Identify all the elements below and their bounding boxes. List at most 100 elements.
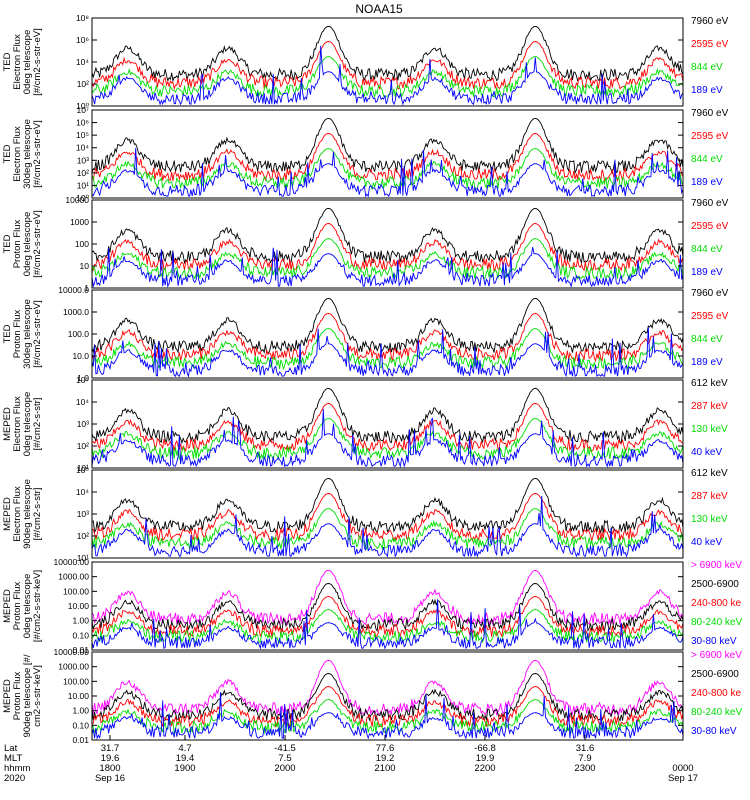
panel-8-ytick-label: 10000.00 (54, 647, 90, 657)
panel-3-ytick-label: 1 (84, 283, 89, 293)
panel-5-ytick-label: 10² (77, 441, 89, 451)
panel-6-ytick-label: 10⁵ (76, 465, 89, 475)
panel-1-legend-1: 7960 eV (691, 16, 729, 27)
panel-8-ytick-label: 0.10 (72, 720, 89, 730)
panel-7-legend-3: 240-800 ke (691, 598, 741, 609)
x-tick-label: 19.4 (176, 753, 195, 764)
panel-4-legend-4: 189 eV (691, 357, 723, 368)
panel-4-frame (91, 289, 684, 379)
panel-8-legend-1: > 6900 keV (691, 650, 742, 661)
panel-7-ylabel: MEPEDProton Flux0deg telescope[#/cm2-s-s… (2, 570, 43, 642)
panel-2-series-1 (91, 117, 684, 175)
panel-7-legend-1: > 6900 keV (691, 560, 742, 571)
panel-8-ytick-label: 1.00 (72, 706, 89, 716)
panel-3-series-3 (91, 238, 684, 281)
panel-1-series-1 (91, 25, 684, 83)
panel-4-ytick-label: 10000.0 (58, 285, 89, 295)
panel-1-legend-2: 2595 eV (691, 39, 729, 50)
panel-2-ytick-label: 10⁴ (76, 143, 89, 153)
x-tick-label: Sep 16 (95, 773, 125, 784)
panel-6-series-4 (91, 495, 684, 558)
panel-2-legend-4: 189 eV (691, 177, 723, 188)
panel-2-series-3 (91, 148, 684, 191)
panel-2-legend-3: 844 eV (691, 154, 723, 165)
chart-title: NOAA15 (355, 2, 403, 16)
panel-3-series-4 (91, 247, 684, 288)
panel-3-ytick-label: 10000 (65, 195, 89, 205)
panel-6-ytick-label: 10¹ (77, 553, 89, 563)
panel-2: 10⁰ 10¹ 10² 10³ 10⁴ 10⁵ 10⁶ 10⁷ TEDElectron Flux… (2, 105, 729, 203)
panel-2-ylabel: TEDElectron Flux30deg telescope[#/cm2-s-… (2, 119, 43, 189)
x-row-label: Lat (4, 743, 18, 754)
panel-7-ytick-label: 0.01 (72, 645, 89, 655)
panel-5-legend-1: 612 keV (691, 378, 728, 389)
panel-4-series-1 (91, 297, 684, 354)
panel-4-series-2 (91, 313, 684, 363)
panel-5-series-1 (91, 387, 684, 445)
panel-4: 1.0 10.0 100.0 1000.0 10000.0 TEDProton Flux3… (2, 285, 729, 383)
x-tick-label: 77.6 (376, 743, 395, 754)
x-tick-label: 2100 (374, 763, 395, 774)
x-tick-label: 4.7 (178, 743, 191, 754)
panel-3-series-2 (91, 223, 684, 273)
x-tick-label: Sep 17 (668, 773, 698, 784)
panel-5-ytick-label: 10³ (77, 419, 89, 429)
panel-8-ytick-label: 100.00 (63, 676, 89, 686)
panel-3-legend-1: 7960 eV (691, 198, 729, 209)
panel-7-series-1 (91, 569, 684, 627)
x-tick-label: -41.5 (274, 743, 296, 754)
panel-8-series-3 (91, 686, 684, 729)
panel-6-legend-4: 40 keV (691, 537, 722, 548)
panel-5-legend-4: 40 keV (691, 447, 722, 458)
panel-3-legend-4: 189 eV (691, 267, 723, 278)
x-row-label: MLT (4, 753, 22, 764)
panel-8-legend-3: 240-800 ke (691, 688, 741, 699)
panel-5-legend-2: 287 keV (691, 401, 728, 412)
panel-4-legend-3: 844 eV (691, 334, 723, 345)
panel-2-legend-1: 7960 eV (691, 108, 729, 119)
panel-7: 0.01 0.10 1.00 10.00 100.00 1000.00 10000.00 ME… (2, 557, 742, 655)
panel-8-series-5 (91, 692, 684, 740)
panel-7-series-2 (91, 583, 684, 633)
panel-7-legend-5: 30-80 keV (691, 636, 737, 647)
panel-7-series-4 (91, 609, 684, 644)
panel-2-ytick-label: 10² (77, 168, 89, 178)
panel-5-legend-3: 130 keV (691, 424, 728, 435)
panel-1: 10⁰ 10² 10⁴ 10⁶ 10⁸ TEDElectron Flux0deg tele… (2, 13, 729, 111)
panel-2-series-2 (91, 133, 684, 183)
panel-4-series-4 (91, 326, 684, 378)
x-tick-label: 19.9 (476, 753, 495, 764)
panel-4-ytick-label: 1000.0 (63, 307, 89, 317)
panel-3-series-1 (91, 207, 684, 265)
panel-5-ytick-label: 10⁵ (76, 375, 89, 385)
x-axis-labels: Lat 31.7 4.7 -41.5 77.6 -66.8 31.6 MLT 19.6 19.4 7… (4, 735, 698, 784)
panel-8: 0.01 0.10 1.00 10.00 100.00 1000.00 10000.00 ME… (2, 647, 742, 745)
panel-7-series-3 (91, 596, 684, 638)
panel-1-series-2 (91, 41, 684, 91)
panel-5-ytick-label: 10¹ (77, 463, 89, 473)
panel-8-ylabel: MEPEDProton Flux90deg telescope [#/cm2-s… (2, 654, 43, 737)
panel-7-series-5 (91, 599, 684, 650)
panel-7-legend-4: 80-240 keV (691, 617, 742, 628)
panel-7-ytick-label: 0.10 (72, 630, 89, 640)
x-tick-label: 7.9 (578, 753, 591, 764)
panel-7-ytick-label: 100.00 (63, 586, 89, 596)
panel-7-legend-2: 2500-6900 (691, 579, 739, 590)
panel-8-legend-5: 30-80 keV (691, 726, 737, 737)
panel-7-ytick-label: 1.00 (72, 616, 89, 626)
panel-2-ytick-label: 10³ (77, 155, 89, 165)
panel-2-ytick-label: 10¹ (77, 180, 89, 190)
panel-7-ytick-label: 10000.00 (54, 557, 90, 567)
panel-5-series-4 (91, 408, 684, 468)
panel-2-series-4 (91, 147, 684, 198)
panel-5-ylabel: MEPEDElectron Flux0deg telescope[#/cm2-s… (2, 392, 43, 456)
panel-8-ytick-label: 10.00 (68, 691, 90, 701)
panel-6: 10¹ 10² 10³ 10⁴ 10⁵ MEPEDElectron Flux90deg t… (2, 465, 728, 563)
panel-4-ytick-label: 1.0 (77, 373, 89, 383)
panel-1-ytick-label: 10⁸ (76, 13, 89, 23)
panel-1-ytick-label: 10² (77, 79, 89, 89)
panel-2-ytick-label: 10⁵ (76, 130, 89, 140)
panel-3-legend-2: 2595 eV (691, 221, 729, 232)
panel-2-legend-2: 2595 eV (691, 131, 729, 142)
